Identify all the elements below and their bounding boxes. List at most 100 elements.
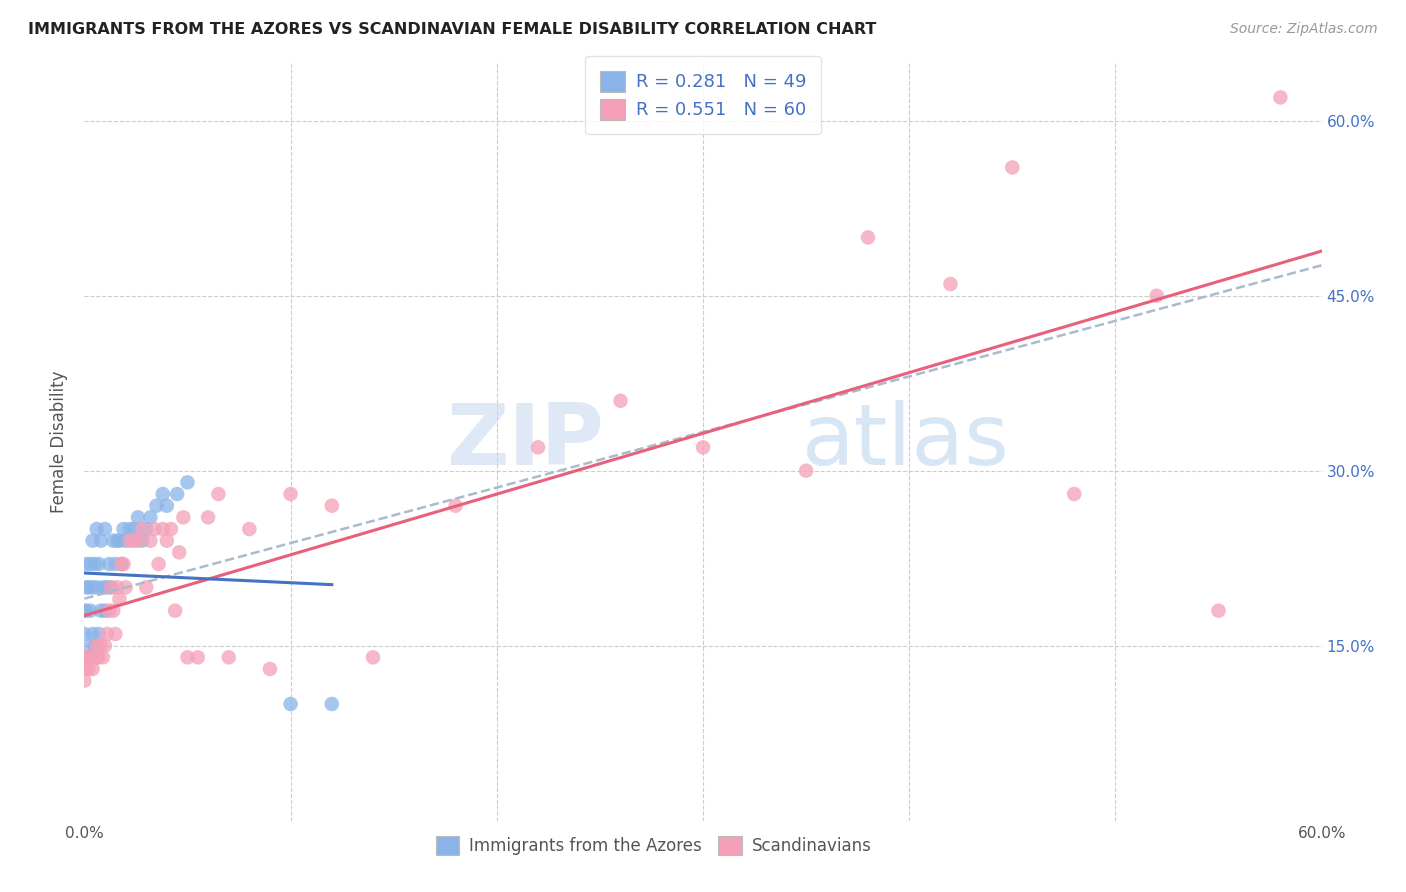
Legend: Immigrants from the Azores, Scandinavians: Immigrants from the Azores, Scandinavian… xyxy=(429,829,879,862)
Point xyxy=(112,557,135,571)
Point xyxy=(100,580,122,594)
Point xyxy=(361,650,384,665)
Point xyxy=(122,533,145,548)
Point xyxy=(82,627,104,641)
Point xyxy=(156,499,179,513)
Point xyxy=(527,441,550,455)
Point xyxy=(259,662,281,676)
Point xyxy=(90,639,112,653)
Point xyxy=(83,557,105,571)
Point xyxy=(165,604,187,618)
Point xyxy=(114,533,136,548)
Point xyxy=(86,639,108,653)
Point xyxy=(238,522,260,536)
Point xyxy=(96,580,118,594)
Point xyxy=(108,592,131,607)
Point xyxy=(127,510,149,524)
Point xyxy=(160,522,183,536)
Point xyxy=(122,522,145,536)
Point xyxy=(1001,161,1024,175)
Point xyxy=(75,557,97,571)
Point xyxy=(280,487,302,501)
Point xyxy=(86,650,108,665)
Point xyxy=(82,533,104,548)
Point xyxy=(156,533,179,548)
Point xyxy=(73,650,96,665)
Point xyxy=(131,533,153,548)
Point xyxy=(321,499,343,513)
Point xyxy=(187,650,209,665)
Point xyxy=(105,533,128,548)
Point xyxy=(139,510,162,524)
Point xyxy=(135,522,157,536)
Point xyxy=(104,557,127,571)
Point xyxy=(98,604,121,618)
Point xyxy=(280,697,302,711)
Point xyxy=(118,533,141,548)
Point xyxy=(100,580,122,594)
Point xyxy=(108,533,131,548)
Point xyxy=(73,604,96,618)
Point xyxy=(90,604,112,618)
Point xyxy=(87,650,110,665)
Point xyxy=(143,522,166,536)
Point xyxy=(87,557,110,571)
Point xyxy=(82,580,104,594)
Point xyxy=(114,580,136,594)
Point xyxy=(118,522,141,536)
Point xyxy=(90,533,112,548)
Point xyxy=(103,604,125,618)
Point xyxy=(1063,487,1085,501)
Point xyxy=(1146,289,1168,303)
Point xyxy=(96,627,118,641)
Point xyxy=(94,639,117,653)
Point xyxy=(1208,604,1230,618)
Point xyxy=(83,650,105,665)
Point xyxy=(77,580,100,594)
Point xyxy=(83,639,105,653)
Point xyxy=(197,510,219,524)
Point xyxy=(148,557,170,571)
Point xyxy=(79,604,101,618)
Point xyxy=(75,662,97,676)
Point xyxy=(75,580,97,594)
Point xyxy=(152,522,174,536)
Point xyxy=(131,522,153,536)
Point xyxy=(166,487,188,501)
Text: atlas: atlas xyxy=(801,400,1010,483)
Point xyxy=(104,627,127,641)
Point xyxy=(1270,90,1292,104)
Y-axis label: Female Disability: Female Disability xyxy=(51,370,69,513)
Point xyxy=(176,475,198,490)
Point xyxy=(856,230,879,244)
Point xyxy=(75,604,97,618)
Point xyxy=(127,533,149,548)
Point xyxy=(105,580,128,594)
Point xyxy=(94,522,117,536)
Point xyxy=(444,499,467,513)
Point xyxy=(112,522,135,536)
Point xyxy=(103,533,125,548)
Point xyxy=(139,533,162,548)
Point xyxy=(152,487,174,501)
Point xyxy=(79,650,101,665)
Point xyxy=(176,650,198,665)
Text: IMMIGRANTS FROM THE AZORES VS SCANDINAVIAN FEMALE DISABILITY CORRELATION CHART: IMMIGRANTS FROM THE AZORES VS SCANDINAVI… xyxy=(28,22,876,37)
Point xyxy=(73,650,96,665)
Point xyxy=(609,393,631,408)
Point xyxy=(207,487,229,501)
Point xyxy=(91,580,114,594)
Point xyxy=(145,499,167,513)
Point xyxy=(692,441,714,455)
Point xyxy=(110,557,132,571)
Point xyxy=(86,522,108,536)
Point xyxy=(75,650,97,665)
Point xyxy=(73,673,96,688)
Point xyxy=(77,650,100,665)
Point xyxy=(167,545,190,559)
Point xyxy=(218,650,240,665)
Point xyxy=(939,277,962,291)
Point xyxy=(73,627,96,641)
Point xyxy=(110,557,132,571)
Point xyxy=(87,627,110,641)
